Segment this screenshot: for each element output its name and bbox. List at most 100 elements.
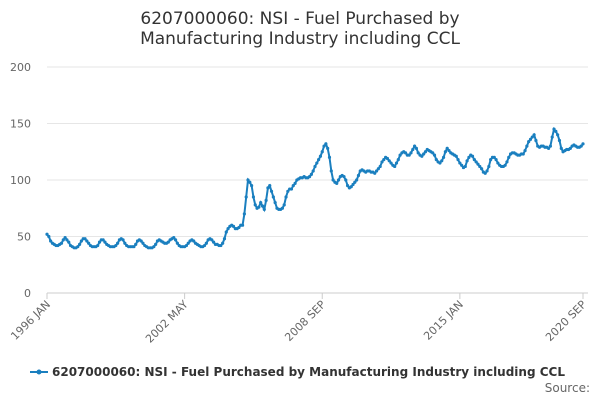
data-point [382,158,386,162]
data-point [242,212,246,216]
data-point [412,144,417,148]
data-point [389,161,393,165]
series-line [46,126,584,249]
data-point [335,181,339,185]
data-point [380,160,384,164]
data-point [440,159,444,163]
data-point [443,150,447,154]
data-point [373,171,377,175]
data-point [420,154,424,158]
data-point [289,187,294,191]
data-point [345,184,350,188]
data-point [441,155,446,159]
data-point [262,207,266,211]
data-point [202,243,207,248]
chart-title: 6207000060: NSI - Fuel Purchased by Manuf… [140,9,460,49]
data-point [121,238,125,242]
data-point [204,241,208,245]
legend-marker [36,369,42,375]
data-point [550,135,554,139]
x-tick-label: 2020 SEP [543,298,589,344]
data-point [79,239,84,243]
y-tick-label: 50 [17,231,31,244]
data-point [211,240,216,244]
data-point [479,167,484,171]
data-point [253,203,257,207]
data-point [291,184,295,188]
data-point [61,238,65,242]
data-point [240,223,245,227]
data-point [173,238,178,242]
data-point [374,169,379,173]
data-point [273,201,277,205]
data-point [186,241,190,245]
data-point [487,164,491,169]
data-point [351,182,355,187]
data-point [221,241,225,245]
x-tick-label: 2002 MAY [143,298,191,346]
data-point [67,240,71,244]
data-point [257,205,261,209]
data-point [407,153,411,157]
data-point [472,158,476,162]
data-point [47,234,51,239]
data-point [485,169,489,173]
data-point [320,150,324,154]
y-tick-label: 0 [24,287,31,300]
data-point [376,167,380,171]
data-point [154,242,158,247]
data-point [307,175,312,179]
data-point [101,238,105,242]
data-point [246,178,250,182]
data-point [411,147,415,152]
data-point [503,163,507,167]
data-point [313,164,317,169]
data-point [96,243,100,248]
data-point [248,180,252,184]
data-point [356,173,361,178]
data-point [476,162,480,166]
data-point [344,178,348,182]
data-point [152,245,156,249]
data-point [396,158,400,162]
data-point [342,175,346,179]
data-point [548,144,553,148]
x-tick-label: 2015 JAN [421,298,466,343]
data-point [326,146,330,150]
data-point [293,181,297,185]
data-point [315,161,319,165]
data-point [423,150,428,154]
data-point [141,241,145,245]
data-point [317,158,321,162]
data-point [210,238,214,242]
data-point [184,243,189,248]
data-point [311,169,315,173]
data-point [327,155,332,159]
data-point [496,161,500,165]
data-point [483,171,487,175]
data-point [222,237,227,241]
data-point [447,149,451,153]
data-point [85,239,89,243]
data-point [87,241,91,245]
data-point [521,152,525,156]
data-point [259,201,263,205]
data-point [353,180,357,184]
data-point [132,245,136,249]
data-point [114,243,118,248]
data-point [460,163,464,167]
data-point [192,239,196,243]
data-point [139,239,143,243]
data-point [434,158,438,162]
data-point [123,241,127,245]
data-point [266,186,270,190]
x-tick-label: 2008 SEP [282,298,328,344]
data-point [438,161,442,165]
data-point [432,153,437,157]
data-point [568,146,572,150]
data-point [49,239,53,243]
data-point [505,160,509,164]
y-tick-label: 100 [10,174,31,187]
data-point [45,232,49,236]
data-point [552,127,556,131]
